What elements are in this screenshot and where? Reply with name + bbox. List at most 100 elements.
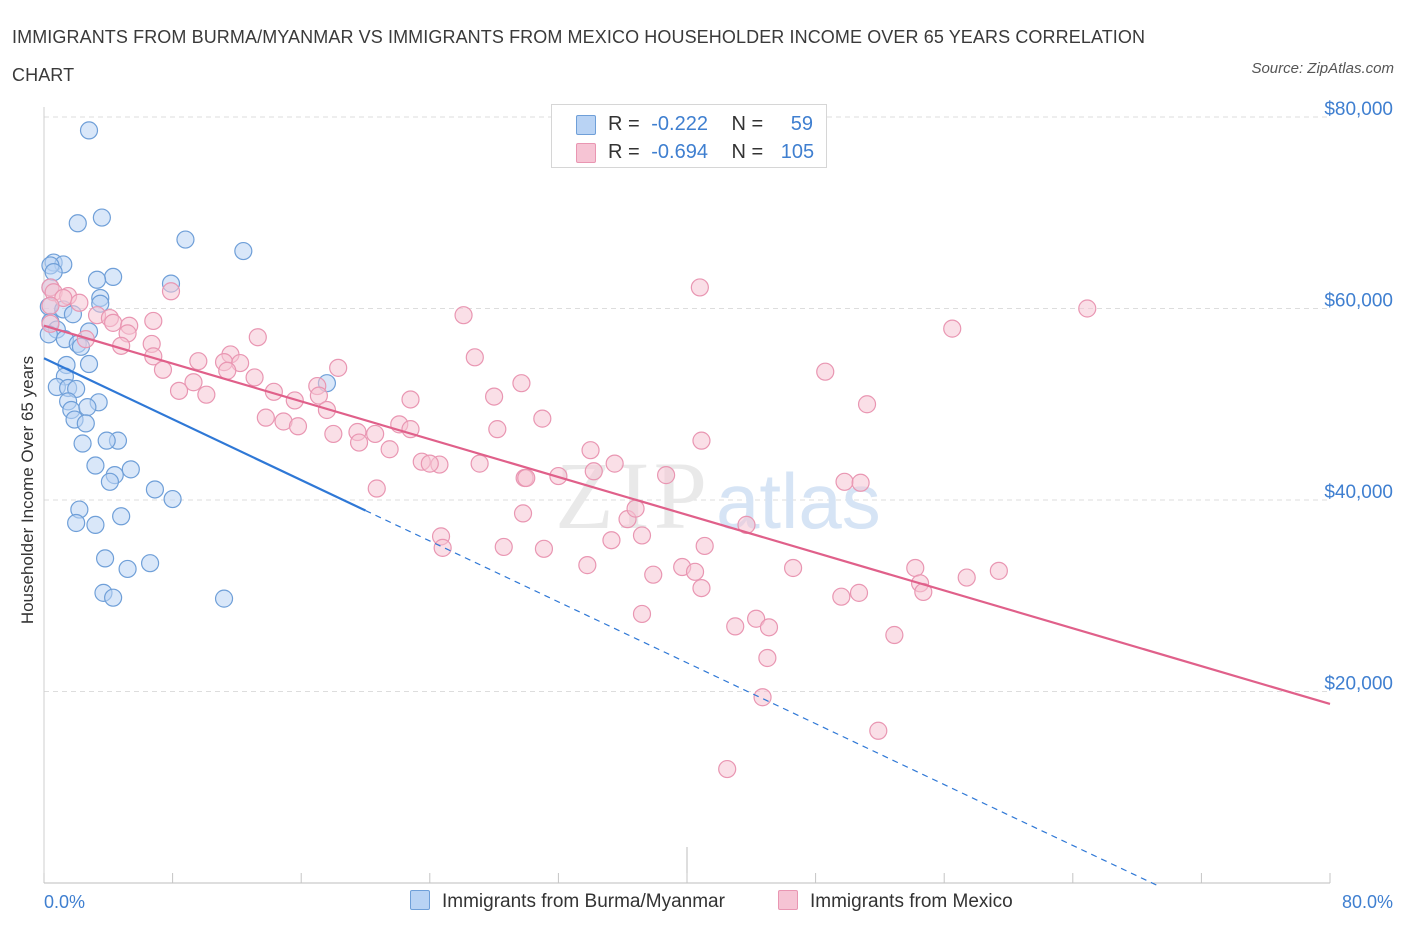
point-mexico — [885, 625, 904, 645]
legend-n-label: N = — [731, 141, 764, 163]
point-mexico — [485, 387, 504, 406]
series-mexico-points — [41, 278, 1097, 779]
point-mexico — [433, 538, 452, 557]
x-tick-label-min: 0.0% — [44, 892, 85, 912]
point-mexico — [685, 562, 705, 581]
point-mexico — [816, 362, 835, 381]
point-burma — [78, 398, 97, 417]
y-tick-label: $80,000 — [1324, 99, 1393, 120]
y-tick-label: $40,000 — [1324, 482, 1393, 503]
correlation-legend: R = -0.222 N = 59 R = -0.694 N = 105 — [551, 104, 827, 168]
point-mexico — [632, 526, 652, 545]
point-mexico — [256, 408, 275, 427]
point-mexico — [70, 293, 89, 312]
bottom-legend-swatch-mexico — [778, 890, 798, 910]
point-mexico — [488, 420, 507, 439]
point-mexico — [153, 360, 173, 379]
point-burma — [73, 434, 92, 453]
point-burma — [86, 515, 105, 534]
point-mexico — [245, 368, 264, 387]
point-mexico — [692, 578, 711, 598]
point-mexico — [857, 395, 877, 414]
point-burma — [145, 480, 165, 499]
point-burma — [118, 559, 137, 579]
point-mexico — [632, 604, 652, 624]
point-mexico — [401, 390, 420, 409]
bottom-legend-label-mexico: Immigrants from Mexico — [810, 891, 1013, 912]
point-mexico — [324, 424, 343, 444]
watermark: ZIP atlas — [555, 442, 881, 549]
point-mexico — [869, 721, 888, 740]
trend-line-burma-extension — [365, 509, 1159, 887]
point-mexico — [470, 454, 489, 473]
point-mexico — [329, 358, 348, 377]
point-mexico — [513, 504, 533, 523]
point-mexico — [957, 568, 976, 587]
point-burma — [87, 270, 107, 289]
point-mexico — [690, 278, 709, 297]
legend-r-label: R = — [608, 141, 640, 163]
bottom-legend-mexico: Immigrants from Mexico — [778, 890, 1013, 913]
point-burma — [86, 456, 105, 475]
watermark-zip: ZIP — [555, 442, 711, 549]
point-mexico — [989, 561, 1008, 580]
series-burma-points — [39, 121, 337, 608]
point-burma — [234, 241, 253, 261]
point-mexico — [943, 319, 962, 338]
y-tick-label: $60,000 — [1324, 291, 1393, 312]
point-mexico — [747, 609, 766, 628]
point-mexico — [783, 558, 803, 578]
point-mexico — [718, 759, 737, 779]
point-mexico — [695, 536, 714, 556]
point-mexico — [218, 361, 237, 380]
point-burma — [214, 589, 234, 608]
point-mexico — [533, 409, 552, 428]
point-mexico — [692, 431, 711, 450]
point-mexico — [349, 433, 369, 452]
legend-swatch-mexico — [576, 143, 596, 163]
point-mexico — [366, 424, 385, 444]
point-burma — [140, 554, 160, 573]
point-mexico — [41, 296, 60, 315]
chart-title: IMMIGRANTS FROM BURMA/MYANMAR VS IMMIGRA… — [12, 27, 1146, 85]
point-mexico — [184, 373, 203, 392]
point-mexico — [906, 558, 925, 578]
point-mexico — [578, 556, 597, 575]
point-burma — [97, 431, 116, 450]
point-mexico — [626, 499, 645, 518]
point-mexico — [494, 537, 513, 557]
point-burma — [79, 121, 99, 140]
source-label: Source: ZipAtlas.com — [1251, 60, 1394, 77]
point-burma — [104, 267, 123, 287]
point-mexico — [288, 417, 308, 436]
legend-swatch-burma — [576, 115, 596, 135]
point-mexico — [602, 531, 621, 550]
trend-lines — [43, 324, 1331, 887]
point-mexico — [454, 306, 473, 325]
legend-r-label: R = — [608, 113, 640, 135]
point-mexico — [420, 454, 439, 473]
legend-n-value-mexico: 105 — [780, 141, 815, 163]
trend-line-mexico — [43, 324, 1331, 706]
point-mexico — [169, 381, 189, 400]
gridlines — [44, 116, 1330, 692]
point-mexico — [849, 583, 869, 602]
legend-r-value-burma: -0.222 — [651, 113, 708, 135]
point-mexico — [197, 385, 216, 404]
point-mexico — [835, 472, 854, 491]
legend-r-value-mexico: -0.694 — [651, 141, 708, 163]
point-burma — [44, 263, 63, 282]
point-mexico — [248, 328, 267, 347]
point-burma — [95, 549, 115, 568]
point-burma — [176, 230, 195, 249]
point-mexico — [309, 386, 328, 405]
point-mexico — [581, 441, 600, 460]
bottom-legend-swatch-burma — [410, 890, 430, 910]
x-tick-label-max: 80.0% — [1342, 892, 1393, 912]
point-mexico — [726, 617, 745, 636]
point-mexico — [657, 466, 676, 485]
point-mexico — [517, 468, 536, 488]
point-burma — [100, 472, 120, 491]
point-mexico — [512, 374, 531, 393]
point-mexico — [465, 348, 484, 367]
